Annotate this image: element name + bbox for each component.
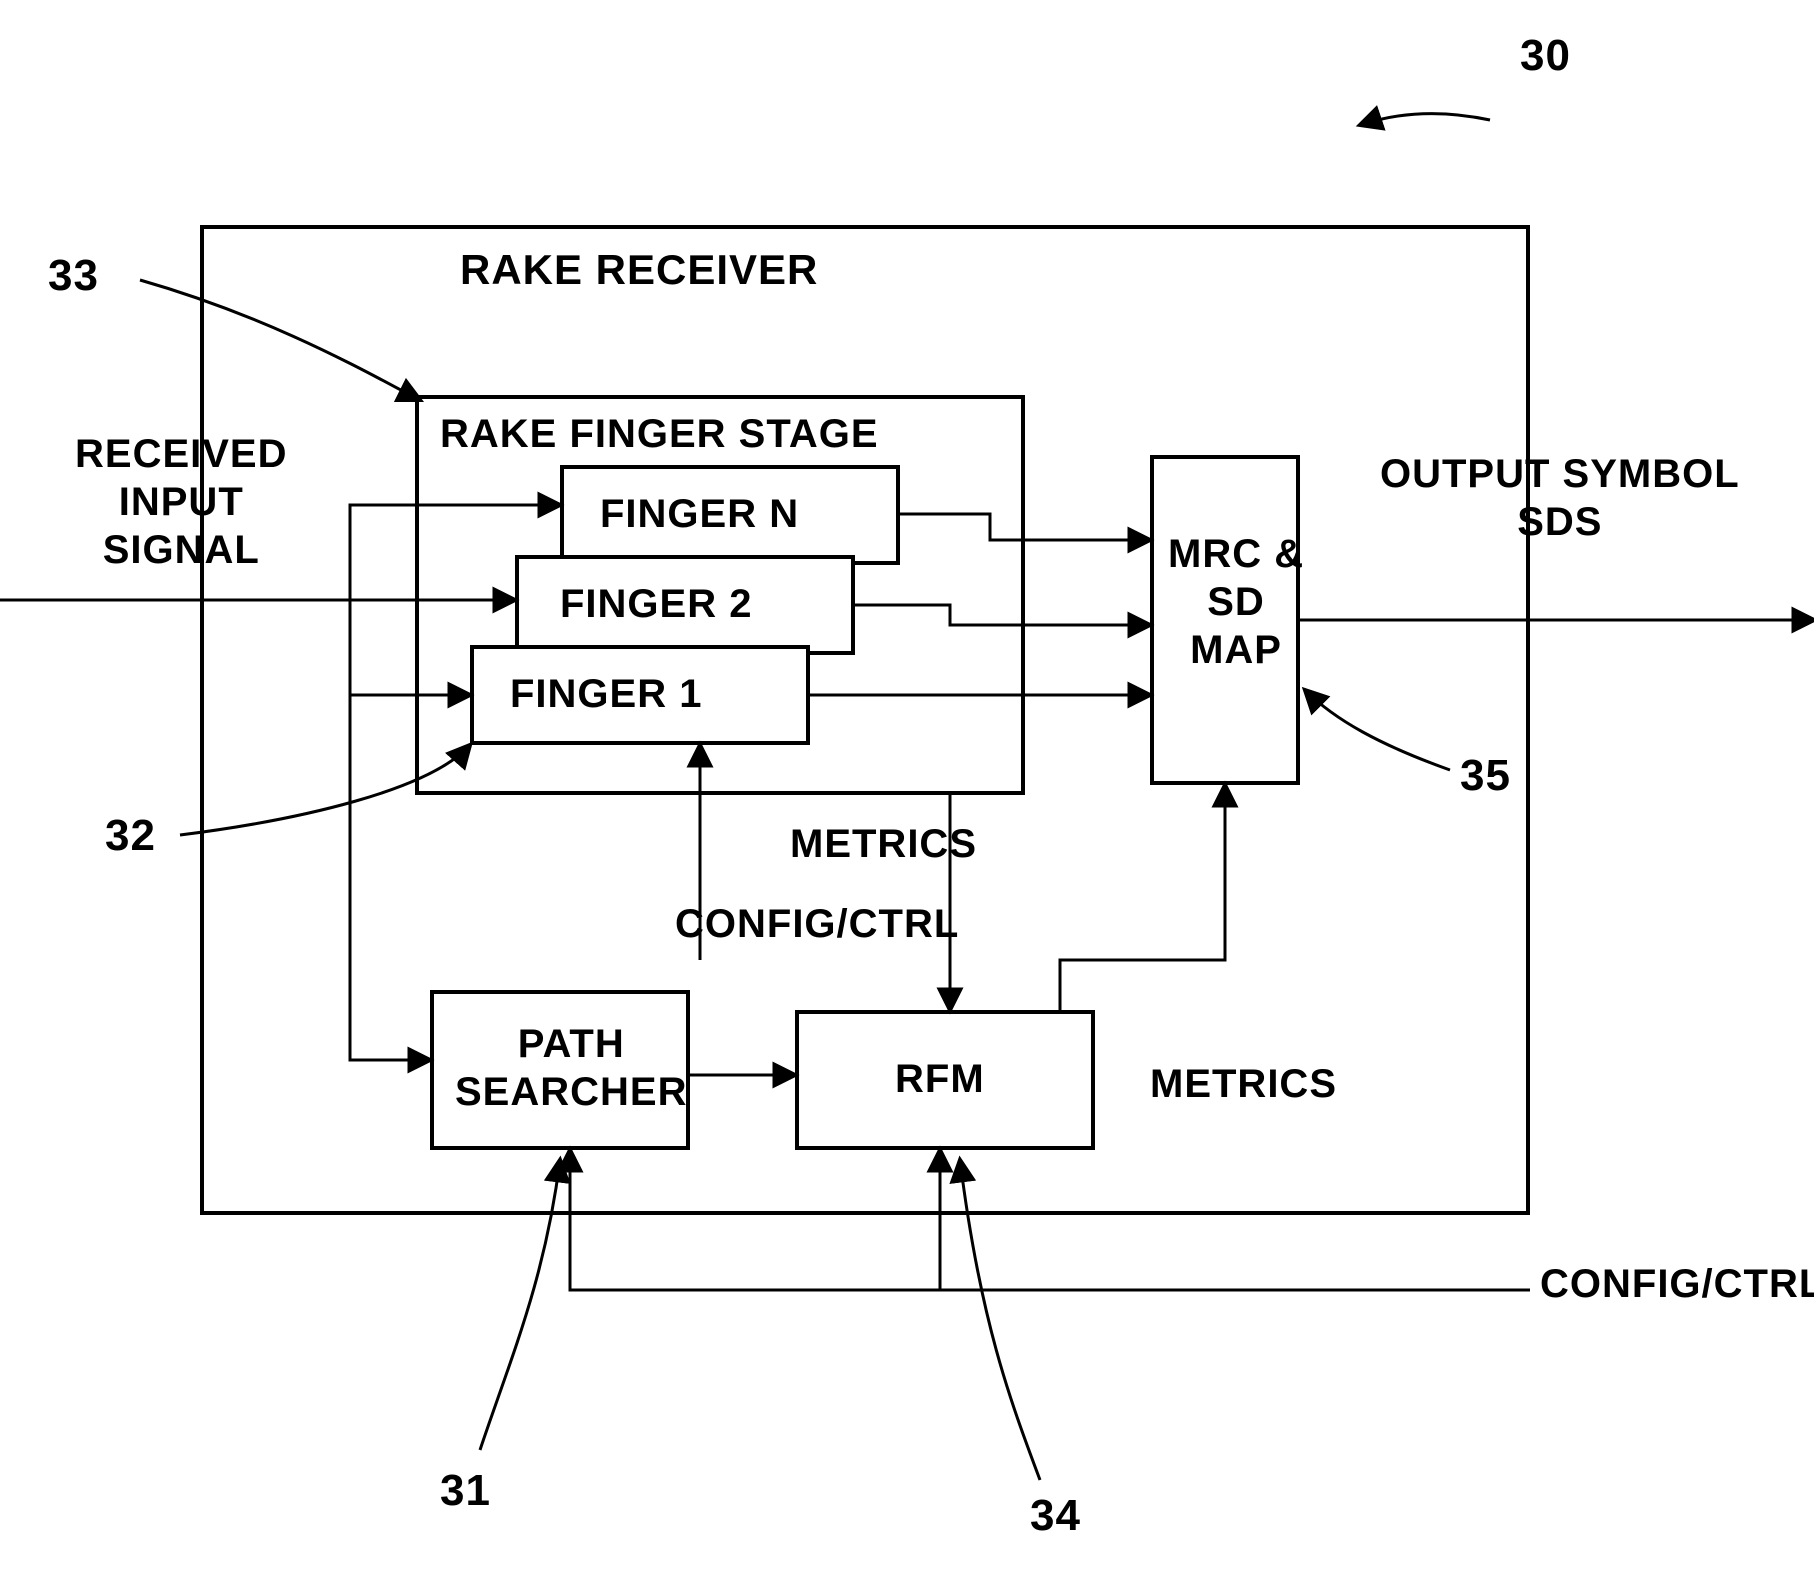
mrc-label: MRC & SD MAP — [1168, 530, 1304, 674]
finger-1-label: FINGER 1 — [510, 670, 702, 718]
input-label: RECEIVED INPUT SIGNAL — [75, 430, 288, 574]
rfm-label: RFM — [895, 1055, 985, 1103]
metrics-1-label: METRICS — [790, 820, 977, 868]
ref-33-label: 33 — [48, 250, 99, 303]
config-ctrl-label: CONFIG/CTRL — [675, 900, 959, 948]
path-searcher-label: PATH SEARCHER — [455, 1020, 687, 1116]
ref-34-label: 34 — [1030, 1490, 1081, 1543]
connector-l30 — [1360, 114, 1490, 125]
ref-31-label: 31 — [440, 1465, 491, 1518]
rake-receiver-title: RAKE RECEIVER — [460, 245, 818, 295]
ref-32-label: 32 — [105, 810, 156, 863]
finger-2-label: FINGER 2 — [560, 580, 752, 628]
ref-30-label: 30 — [1520, 30, 1571, 83]
ref-35-label: 35 — [1460, 750, 1511, 803]
finger-n-label: FINGER N — [600, 490, 799, 538]
metrics-2-label: METRICS — [1150, 1060, 1337, 1108]
config-ctrl-ext-label: CONFIG/CTRL — [1540, 1260, 1814, 1308]
finger-stage-title: RAKE FINGER STAGE — [440, 410, 879, 458]
output-label: OUTPUT SYMBOL SDS — [1380, 450, 1740, 546]
